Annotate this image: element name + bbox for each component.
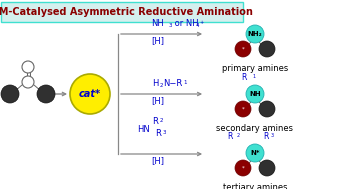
Circle shape [235, 160, 251, 176]
Text: R: R [228, 132, 233, 141]
Text: R: R [152, 117, 158, 126]
Text: NH: NH [152, 19, 165, 28]
Text: primary amines: primary amines [222, 64, 288, 73]
Text: tertiary amines: tertiary amines [223, 183, 287, 189]
Circle shape [235, 41, 251, 57]
Circle shape [246, 85, 264, 103]
Text: R: R [155, 129, 161, 138]
Text: N−R: N−R [163, 79, 182, 88]
Text: 3: 3 [169, 23, 172, 28]
Text: TM-Catalysed Asymmetric Reductive Amination: TM-Catalysed Asymmetric Reductive Aminat… [0, 7, 252, 17]
Text: HN: HN [136, 125, 149, 134]
Text: NH: NH [249, 91, 261, 97]
Text: NH₂: NH₂ [248, 31, 262, 37]
Text: 3: 3 [163, 130, 167, 135]
Circle shape [235, 101, 251, 117]
Text: [H]: [H] [152, 36, 165, 45]
Text: N*: N* [250, 150, 260, 156]
FancyBboxPatch shape [1, 2, 243, 22]
Text: [H]: [H] [152, 156, 165, 165]
Circle shape [246, 25, 264, 43]
Text: secondary amines: secondary amines [216, 124, 293, 133]
Text: *: * [242, 166, 245, 170]
Text: H: H [152, 79, 158, 88]
Circle shape [259, 160, 275, 176]
Text: 3: 3 [271, 133, 274, 138]
Text: [H]: [H] [152, 96, 165, 105]
Circle shape [246, 144, 264, 162]
Circle shape [1, 85, 19, 103]
Text: *: * [242, 106, 245, 112]
Circle shape [259, 41, 275, 57]
Text: 2: 2 [160, 83, 163, 88]
Text: 2: 2 [160, 118, 163, 123]
Text: cat*: cat* [79, 89, 101, 99]
Text: *: * [242, 46, 245, 51]
Text: +: + [199, 20, 203, 25]
Text: 4: 4 [196, 23, 199, 28]
Text: 2: 2 [237, 133, 240, 138]
Text: 1: 1 [183, 80, 186, 85]
Circle shape [259, 101, 275, 117]
Text: or NH: or NH [172, 19, 199, 28]
Circle shape [22, 76, 34, 88]
Text: 1: 1 [252, 74, 255, 79]
Text: R: R [263, 132, 268, 141]
Circle shape [70, 74, 110, 114]
Circle shape [22, 61, 34, 73]
Circle shape [37, 85, 55, 103]
Text: R: R [242, 73, 247, 82]
